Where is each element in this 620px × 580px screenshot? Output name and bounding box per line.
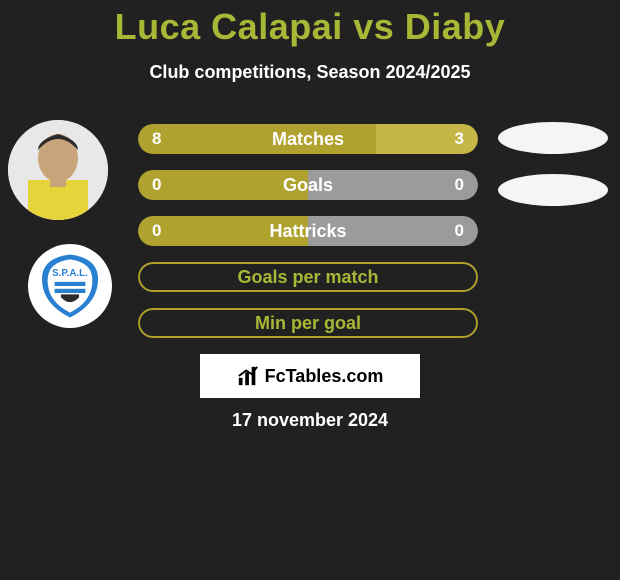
player-right-avatar-2 bbox=[498, 174, 608, 206]
comparison-bars: Matches83Goals00Hattricks00Goals per mat… bbox=[138, 124, 478, 354]
bar-label: Hattricks bbox=[138, 221, 478, 242]
brand-box[interactable]: FcTables.com bbox=[200, 354, 420, 398]
brand-label: FcTables.com bbox=[265, 366, 384, 387]
bar-label: Goals bbox=[138, 175, 478, 196]
bar-label: Matches bbox=[138, 129, 478, 150]
bar-left-value: 0 bbox=[152, 175, 161, 195]
bar-right-value: 0 bbox=[455, 175, 464, 195]
page-title: Luca Calapai vs Diaby bbox=[0, 0, 620, 48]
bar-label: Min per goal bbox=[138, 313, 478, 334]
bar-row: Matches8 3 bbox=[138, 124, 478, 154]
chart-icon bbox=[237, 365, 259, 387]
bar-left-value: 8 bbox=[152, 129, 161, 149]
page-subtitle: Club competitions, Season 2024/2025 bbox=[0, 62, 620, 83]
bar-left-value: 0 bbox=[152, 221, 161, 241]
club-badge-icon: S.P.A.L. bbox=[35, 251, 105, 321]
bar-right-value: 3 bbox=[455, 129, 464, 149]
bar-right-value: 0 bbox=[455, 221, 464, 241]
bar-row: Goals per match bbox=[138, 262, 478, 292]
player-right-avatar bbox=[498, 122, 608, 154]
bar-row: Goals0 0 bbox=[138, 170, 478, 200]
player-left-avatar bbox=[8, 120, 108, 220]
bar-row: Hattricks0 0 bbox=[138, 216, 478, 246]
club-label: S.P.A.L. bbox=[52, 268, 88, 279]
bar-label: Goals per match bbox=[138, 267, 478, 288]
bar-row: Min per goal bbox=[138, 308, 478, 338]
club-badge: S.P.A.L. bbox=[28, 244, 112, 328]
player-silhouette-icon bbox=[8, 120, 108, 220]
date-label: 17 november 2024 bbox=[0, 410, 620, 431]
